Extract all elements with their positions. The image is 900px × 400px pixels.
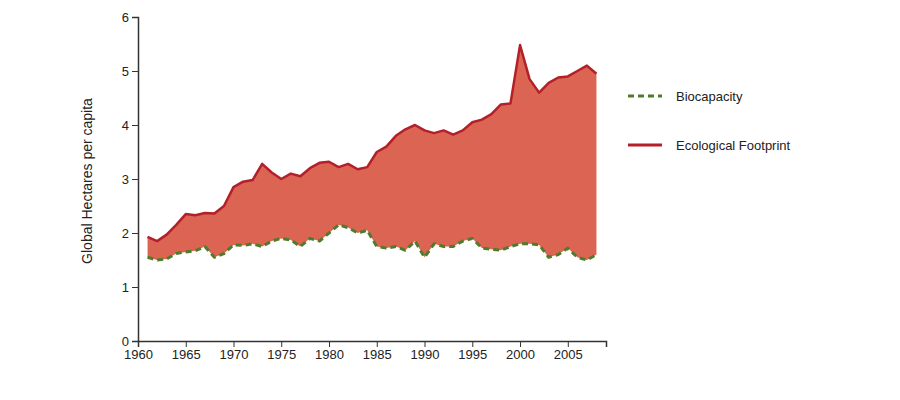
y-tick-label: 3 [122, 172, 129, 187]
x-tick-mark [234, 341, 235, 347]
x-tick: 1985 [363, 341, 392, 362]
x-tick: 1970 [220, 341, 249, 362]
x-tick: 1990 [411, 341, 440, 362]
x-tick: 1980 [315, 341, 344, 362]
y-axis: 0 1 2 3 4 5 6 [122, 10, 139, 349]
y-tick-mark [132, 341, 138, 342]
y-tick-label: 5 [122, 64, 129, 79]
x-tick-label: 1970 [220, 347, 249, 362]
x-tick: 2000 [506, 341, 535, 362]
y-tick-label: 6 [122, 10, 129, 25]
legend-label: Ecological Footprint [676, 138, 791, 153]
series-line [148, 45, 597, 241]
x-tick-mark [377, 341, 378, 347]
x-tick-mark [329, 341, 330, 347]
x-tick-label: 1965 [172, 347, 201, 362]
x-tick-mark [520, 341, 521, 347]
x-tick-label: 2005 [554, 347, 583, 362]
y-tick: 6 [122, 10, 138, 25]
y-tick-label: 4 [122, 118, 129, 133]
y-tick: 4 [122, 118, 138, 133]
y-tick-label: 0 [122, 334, 129, 349]
y-tick-mark [132, 17, 138, 18]
x-tick-label: 2000 [506, 347, 535, 362]
x-axis-line [139, 342, 607, 348]
chart: 1960 1965 1970 1975 1980 1985 1990 1995 2000 2005… [0, 0, 900, 400]
y-tick-label: 1 [122, 280, 129, 295]
y-tick-mark [132, 233, 138, 234]
y-tick: 3 [122, 172, 138, 187]
x-tick-mark [472, 341, 473, 347]
x-tick-mark [425, 341, 426, 347]
series-line [148, 225, 597, 260]
x-tick-label: 1975 [267, 347, 296, 362]
legend-swatch [628, 144, 662, 147]
y-tick: 1 [122, 280, 138, 295]
x-axis: 1960 1965 1970 1975 1980 1985 1990 1995 2000 2005 [124, 341, 606, 362]
x-tick-label: 1985 [363, 347, 392, 362]
gap-area [148, 45, 597, 260]
x-tick-mark [281, 341, 282, 347]
y-axis-title: Global Hectares per capita [79, 98, 95, 264]
x-tick-mark [568, 341, 569, 347]
y-tick-label: 2 [122, 226, 129, 241]
x-tick-label: 1960 [124, 347, 153, 362]
x-tick-label: 1980 [315, 347, 344, 362]
x-tick: 1965 [172, 341, 201, 362]
x-tick: 2005 [554, 341, 583, 362]
x-tick: 1995 [458, 341, 487, 362]
y-tick-mark [132, 71, 138, 72]
y-tick: 5 [122, 64, 138, 79]
x-tick-label: 1995 [458, 347, 487, 362]
legend: Biocapacity Ecological Footprint [628, 89, 791, 153]
y-tick: 0 [122, 334, 138, 349]
legend-label: Biocapacity [676, 89, 743, 104]
x-tick-mark [186, 341, 187, 347]
y-tick: 2 [122, 226, 138, 241]
y-tick-mark [132, 125, 138, 126]
y-axis-line [132, 18, 139, 342]
y-tick-mark [132, 287, 138, 288]
plot-area [148, 45, 597, 260]
legend-swatch [628, 95, 662, 98]
x-tick-label: 1990 [411, 347, 440, 362]
x-tick: 1975 [267, 341, 296, 362]
y-tick-mark [132, 179, 138, 180]
